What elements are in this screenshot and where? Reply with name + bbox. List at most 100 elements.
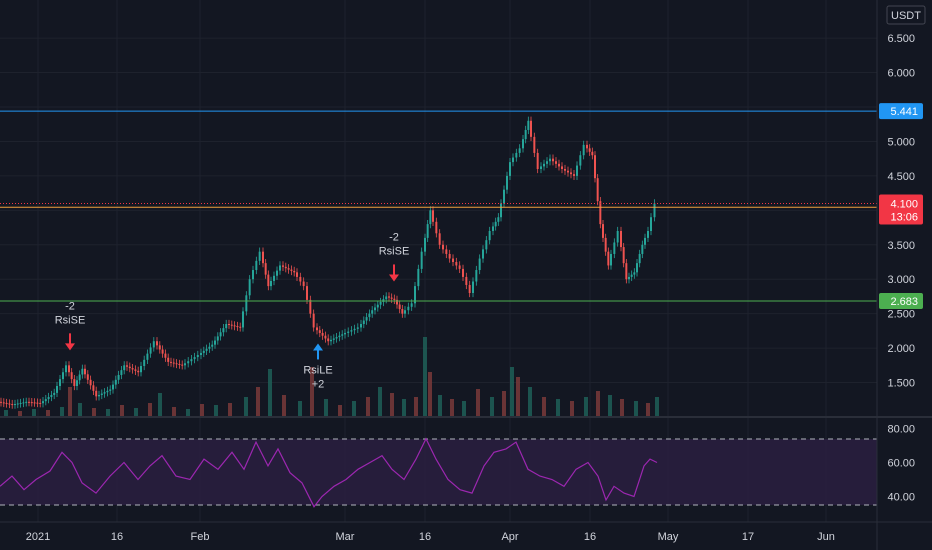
candle-body xyxy=(196,355,199,358)
candle-body xyxy=(393,298,396,300)
volume-bar xyxy=(18,411,22,417)
candle-body xyxy=(420,251,423,269)
candle-body xyxy=(59,379,61,386)
candle-body xyxy=(512,157,514,163)
volume-bar xyxy=(634,401,638,417)
candle-body xyxy=(216,336,219,341)
candle-body xyxy=(561,166,563,169)
marker-label: RsiSE xyxy=(55,314,86,326)
candle-body xyxy=(140,366,142,373)
candle-body xyxy=(184,363,186,366)
candle-body xyxy=(335,337,338,339)
volume-bar xyxy=(366,397,370,417)
candle-body xyxy=(426,224,429,238)
volume-bar xyxy=(516,377,520,417)
candle-body xyxy=(527,120,530,130)
candle-body xyxy=(442,244,444,250)
candle-body xyxy=(302,281,305,287)
candle-body xyxy=(282,265,284,267)
price-levels[interactable] xyxy=(0,110,877,302)
candle-body xyxy=(482,249,484,259)
candle-body xyxy=(167,357,170,362)
candle-body xyxy=(344,332,346,335)
candle-body xyxy=(230,324,233,326)
candle-body xyxy=(279,265,281,271)
candle-body xyxy=(350,330,353,332)
volume-bar xyxy=(68,387,72,417)
candle-body xyxy=(252,270,254,280)
candle-body xyxy=(424,237,426,252)
candle-body xyxy=(494,221,497,227)
candle-body xyxy=(306,286,308,300)
last-price-tag xyxy=(879,194,923,225)
candle-body xyxy=(360,324,362,328)
blue-level-tag-label: 5.441 xyxy=(890,106,918,118)
volume-bar xyxy=(256,387,260,417)
volume-bar xyxy=(200,404,204,417)
candle-body xyxy=(89,379,92,386)
volume-bar xyxy=(32,409,36,417)
candle-body xyxy=(536,152,539,169)
candle-body xyxy=(330,339,332,342)
rsise-2-marker: -2 RsiSE xyxy=(379,231,410,282)
candle-body xyxy=(371,310,374,314)
candle-body xyxy=(316,327,318,331)
candle-body xyxy=(33,402,36,404)
volume-bar xyxy=(338,405,342,417)
candle-body xyxy=(81,368,84,375)
candle-body xyxy=(610,253,612,266)
currency-button[interactable]: USDT xyxy=(886,5,926,25)
candle-body xyxy=(327,338,330,342)
candle-body xyxy=(120,370,123,375)
price-tick-label: 3.500 xyxy=(887,240,915,252)
volume-bar xyxy=(324,399,328,417)
rsi-tick-label: 60.00 xyxy=(887,458,915,470)
rsi-axis[interactable]: 80.00 60.00 40.00 xyxy=(887,424,915,504)
volume-bar xyxy=(646,403,650,417)
volume-bar xyxy=(428,372,432,417)
marker-qty: +2 xyxy=(312,378,325,390)
candle-body xyxy=(273,275,275,281)
candle-body xyxy=(158,345,161,350)
candle-body xyxy=(379,301,382,305)
volume-bar xyxy=(158,393,162,417)
candle-body xyxy=(472,281,474,293)
candle-body xyxy=(475,270,478,282)
candle-body xyxy=(485,240,488,250)
price-tick-label: 1.500 xyxy=(887,378,915,390)
time-tick-label: Mar xyxy=(336,531,355,543)
candle-body xyxy=(36,402,39,404)
candle-body xyxy=(267,274,270,287)
candle-body xyxy=(376,304,379,308)
strategy-markers: -2 RsiSE RsiLE +2 -2 RsiSE xyxy=(55,231,410,390)
volume-bar xyxy=(268,369,272,417)
candle-body xyxy=(117,374,120,380)
time-tick-label: 16 xyxy=(419,531,431,543)
volume-bar xyxy=(450,399,454,417)
candle-body xyxy=(137,370,140,373)
candle-body xyxy=(374,307,376,311)
candle-body xyxy=(465,276,468,285)
marker-label: RsiSE xyxy=(379,245,410,257)
candle-body xyxy=(112,384,114,390)
candle-body xyxy=(438,233,441,245)
candle-body xyxy=(236,326,239,328)
candle-body xyxy=(628,276,630,280)
candle-body xyxy=(161,349,164,354)
volume-bar xyxy=(172,407,176,417)
candle-body xyxy=(407,306,410,311)
candle-body xyxy=(396,299,398,305)
volume-bar xyxy=(390,393,394,417)
candle-body xyxy=(417,268,420,287)
price-tick-label: 6.500 xyxy=(887,33,915,45)
candle-body xyxy=(78,374,81,381)
candle-body xyxy=(156,341,158,346)
candle-body xyxy=(591,151,594,156)
candle-body xyxy=(245,295,248,312)
time-axis[interactable]: 2021 16 Feb Mar 16 Apr 16 May 17 Jun xyxy=(26,531,835,543)
volume-bar xyxy=(528,387,532,417)
candle-body xyxy=(533,136,536,153)
volume-bar xyxy=(78,403,82,417)
